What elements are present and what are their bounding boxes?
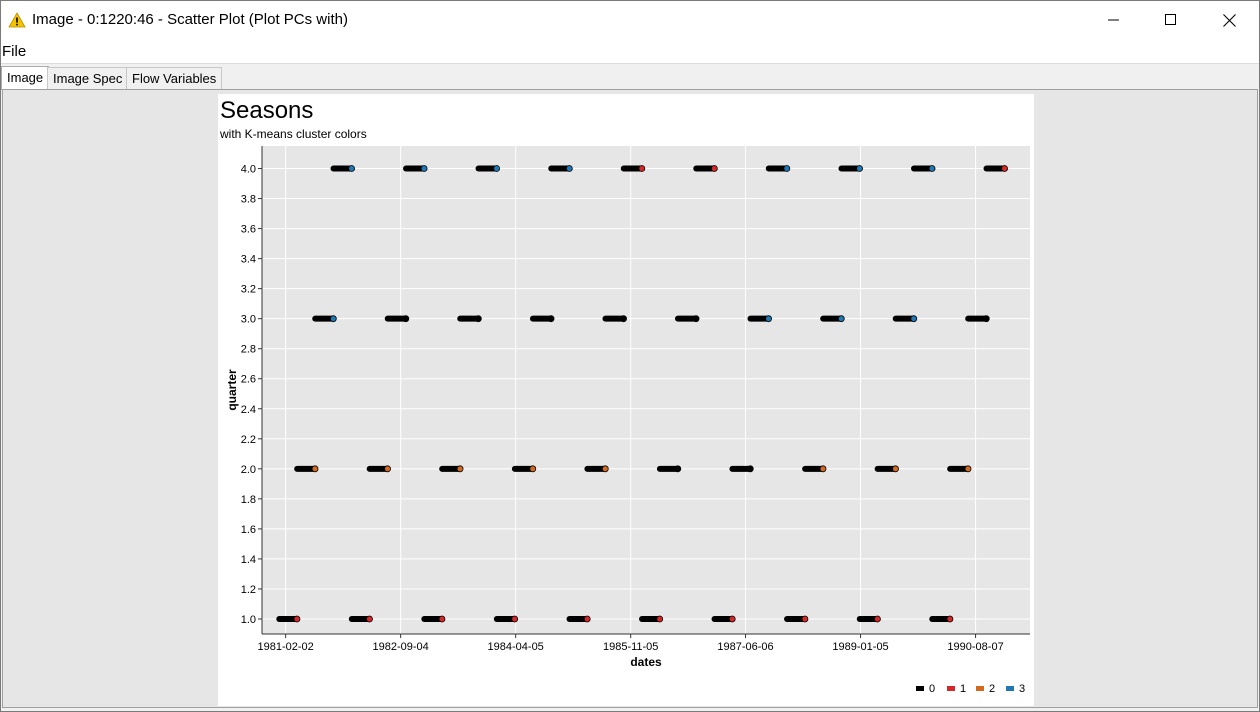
y-tick-label: 2.4	[241, 404, 256, 416]
data-point-cluster-1	[366, 615, 373, 623]
y-tick-label: 3.4	[241, 254, 256, 266]
scatter-chart: Seasons with K-means cluster colors 1.01…	[219, 97, 1030, 695]
data-point-cluster-2	[384, 465, 391, 473]
data-point-cluster-3	[565, 165, 573, 172]
data-point-cluster-3	[856, 165, 863, 172]
data-point-cluster-1	[638, 165, 646, 172]
legend-label-3: 3	[1019, 683, 1025, 695]
y-axis-label: quarter	[225, 369, 239, 411]
y-tick-label: 1.6	[241, 524, 256, 536]
x-axis-label: dates	[630, 655, 662, 669]
data-point-cluster-3	[837, 315, 845, 323]
y-tick-label: 2.6	[241, 374, 256, 386]
data-point-cluster-1	[710, 165, 718, 172]
data-point-cluster-1	[874, 615, 881, 623]
data-point-cluster-1	[801, 615, 809, 623]
x-tick-label: 1981-02-02	[257, 641, 313, 653]
data-point-cluster-1	[293, 615, 301, 623]
data-point-cluster-2	[892, 465, 899, 473]
warning-icon	[8, 12, 26, 28]
plot-background	[262, 146, 1030, 634]
data-point-cluster-0	[474, 315, 482, 323]
data-point-cluster-1	[511, 615, 519, 623]
chart-canvas: Seasons with K-means cluster colors 1.0 1…	[218, 94, 1034, 706]
data-point-cluster-2	[964, 465, 972, 473]
data-point-cluster-1	[656, 615, 664, 623]
tab-flow-variables[interactable]: Flow Variables	[126, 67, 223, 89]
data-point-cluster-3	[420, 165, 428, 172]
x-tick-label: 1984-04-05	[488, 641, 544, 653]
y-tick-label: 3.6	[241, 224, 256, 236]
data-point-cluster-2	[529, 465, 537, 473]
data-point-cluster-2	[601, 465, 609, 473]
chart-title: Seasons	[220, 97, 313, 124]
data-point-cluster-0	[547, 315, 555, 323]
data-point-cluster-1	[728, 615, 736, 623]
data-points	[276, 165, 1008, 623]
window-title: Image - 0:1220:46 - Scatter Plot (Plot P…	[32, 11, 348, 28]
legend-swatch-1	[947, 686, 955, 691]
data-point-cluster-3	[329, 315, 337, 323]
title-bar: Image - 0:1220:46 - Scatter Plot (Plot P…	[1, 1, 1259, 39]
data-point-cluster-1	[1001, 165, 1008, 172]
menu-file[interactable]: File	[2, 43, 27, 60]
data-point-cluster-1	[583, 615, 591, 623]
menu-bar: File	[1, 39, 1259, 64]
close-icon	[1222, 13, 1236, 27]
data-point-cluster-0	[746, 465, 754, 473]
y-tick-label: 1.0	[241, 614, 256, 626]
data-point-cluster-0	[692, 315, 700, 323]
data-point-cluster-3	[928, 165, 936, 172]
legend-label-1: 1	[960, 683, 966, 695]
x-tick-label: 1989-01-05	[832, 641, 888, 653]
maximize-icon	[1165, 14, 1176, 25]
y-tick-label: 3.8	[241, 194, 256, 206]
x-tick-label: 1985-11-05	[603, 641, 658, 653]
y-tick-label: 1.2	[241, 584, 256, 596]
legend-swatch-0	[916, 686, 924, 691]
y-tick-label: 1.8	[241, 494, 256, 506]
y-tick-label: 3.2	[241, 284, 256, 296]
tab-image[interactable]: Image	[1, 66, 50, 90]
y-tick-label: 1.4	[241, 554, 256, 566]
y-tick-label: 3.0	[241, 314, 256, 326]
legend-swatch-2	[976, 686, 984, 691]
y-tick-label: 2.2	[241, 434, 256, 446]
x-tick-label: 1987-06-06	[717, 641, 773, 653]
data-point-cluster-0	[402, 315, 410, 323]
data-point-cluster-3	[783, 165, 791, 172]
data-point-cluster-3	[765, 315, 772, 323]
data-point-cluster-2	[819, 465, 827, 473]
legend: 0 1 2 3	[916, 683, 1025, 695]
close-button[interactable]	[1200, 1, 1258, 39]
data-point-cluster-3	[348, 165, 355, 172]
legend-swatch-3	[1006, 686, 1014, 691]
data-point-cluster-0	[982, 315, 990, 323]
legend-label-0: 0	[929, 683, 935, 695]
y-tick-label: 2.0	[241, 464, 256, 476]
data-point-cluster-3	[910, 315, 918, 323]
y-tick-label: 4.0	[241, 164, 256, 176]
tab-image-spec[interactable]: Image Spec	[47, 67, 129, 89]
data-point-cluster-0	[620, 315, 627, 323]
data-point-cluster-1	[438, 615, 446, 623]
y-tick-label: 2.8	[241, 344, 256, 356]
legend-label-2: 2	[989, 683, 995, 695]
data-point-cluster-1	[946, 615, 954, 623]
maximize-button[interactable]	[1142, 1, 1200, 39]
x-tick-label: 1990-08-07	[947, 641, 1003, 653]
chart-subtitle: with K-means cluster colors	[219, 127, 367, 141]
axes: 1.0 1.2 1.4 1.6 1.8 2.0 2.2 2.4 2.6 2.8 3.0 3.2 3.4 3…	[241, 146, 1030, 653]
data-point-cluster-2	[456, 465, 464, 473]
x-tick-label: 1982-09-04	[373, 641, 429, 653]
data-point-cluster-2	[311, 465, 319, 473]
data-point-cluster-3	[493, 165, 501, 172]
data-point-cluster-0	[674, 465, 682, 473]
minimize-icon	[1108, 19, 1119, 21]
minimize-button[interactable]	[1085, 1, 1143, 39]
